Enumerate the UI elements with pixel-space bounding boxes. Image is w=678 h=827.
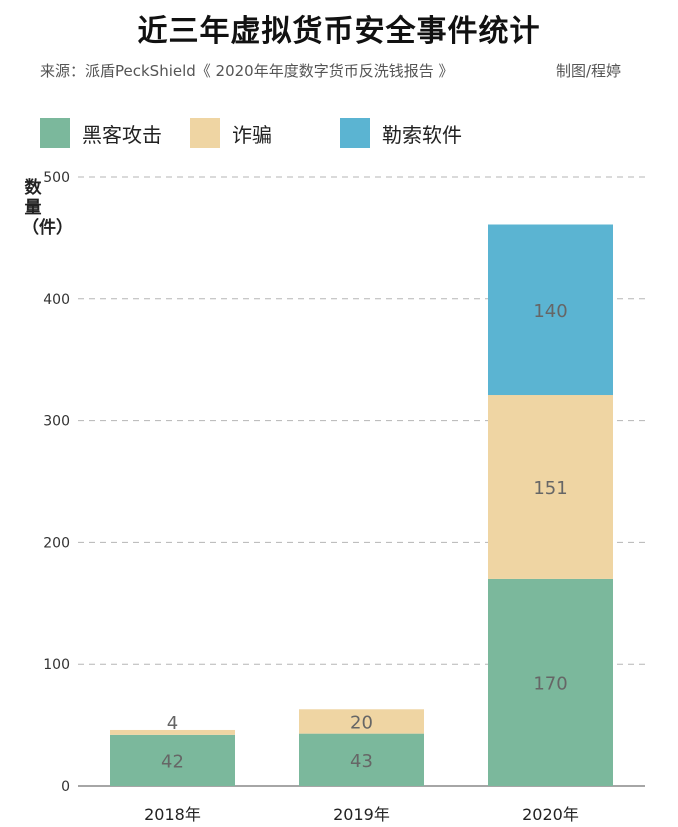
bar-segment [488,224,613,396]
chart-credit: 制图/程婷 [556,62,622,80]
x-tick-label: 2020年 [522,805,579,824]
bar-segment [299,709,424,734]
data-label: 140 [533,301,567,322]
chart-source: 来源：派盾PeckShield《 2020年年度数字货币反洗钱报告 》 [40,62,454,80]
y-tick-label: 100 [43,657,70,673]
y-tick-label: 300 [43,414,70,430]
bar-segment [299,733,424,786]
data-label: 42 [161,751,184,772]
bar-segment [488,395,613,579]
bar-segment [110,734,235,786]
legend-label-hacker: 黑客攻击 [82,122,162,147]
y-tick-label: 500 [43,170,70,186]
legend-label-ransomware: 勒索软件 [382,122,462,147]
chart-title: 近三年虚拟货币安全事件统计 [137,14,541,49]
legend-item-hacker: 黑客攻击 [40,118,162,148]
data-label: 4 [167,713,178,734]
data-label: 170 [533,673,567,694]
y-tick-label: 400 [43,292,70,308]
legend-swatch-fraud [190,118,220,148]
legend-swatch-hacker [40,118,70,148]
y-tick-label: 200 [43,535,70,551]
legend-swatch-ransomware [340,118,370,148]
legend-label-fraud: 诈骗 [232,122,272,147]
data-label: 151 [533,478,567,499]
x-tick-label: 2018年 [144,805,201,824]
x-tick-label: 2019年 [333,805,390,824]
legend-item-ransomware: 勒索软件 [340,118,462,148]
legend-item-fraud: 诈骗 [190,118,272,148]
y-tick-label: 0 [61,779,70,795]
bar-segment [488,578,613,786]
data-label: 20 [350,712,373,733]
data-label: 43 [350,751,373,772]
bar-segment [110,729,235,735]
